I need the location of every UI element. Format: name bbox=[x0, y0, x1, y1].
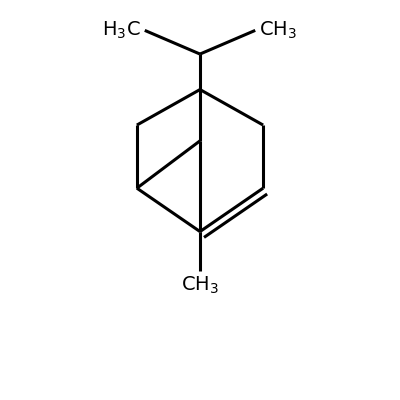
Text: H$_3$C: H$_3$C bbox=[102, 20, 141, 41]
Text: CH$_3$: CH$_3$ bbox=[259, 20, 297, 41]
Text: CH$_3$: CH$_3$ bbox=[181, 275, 219, 296]
